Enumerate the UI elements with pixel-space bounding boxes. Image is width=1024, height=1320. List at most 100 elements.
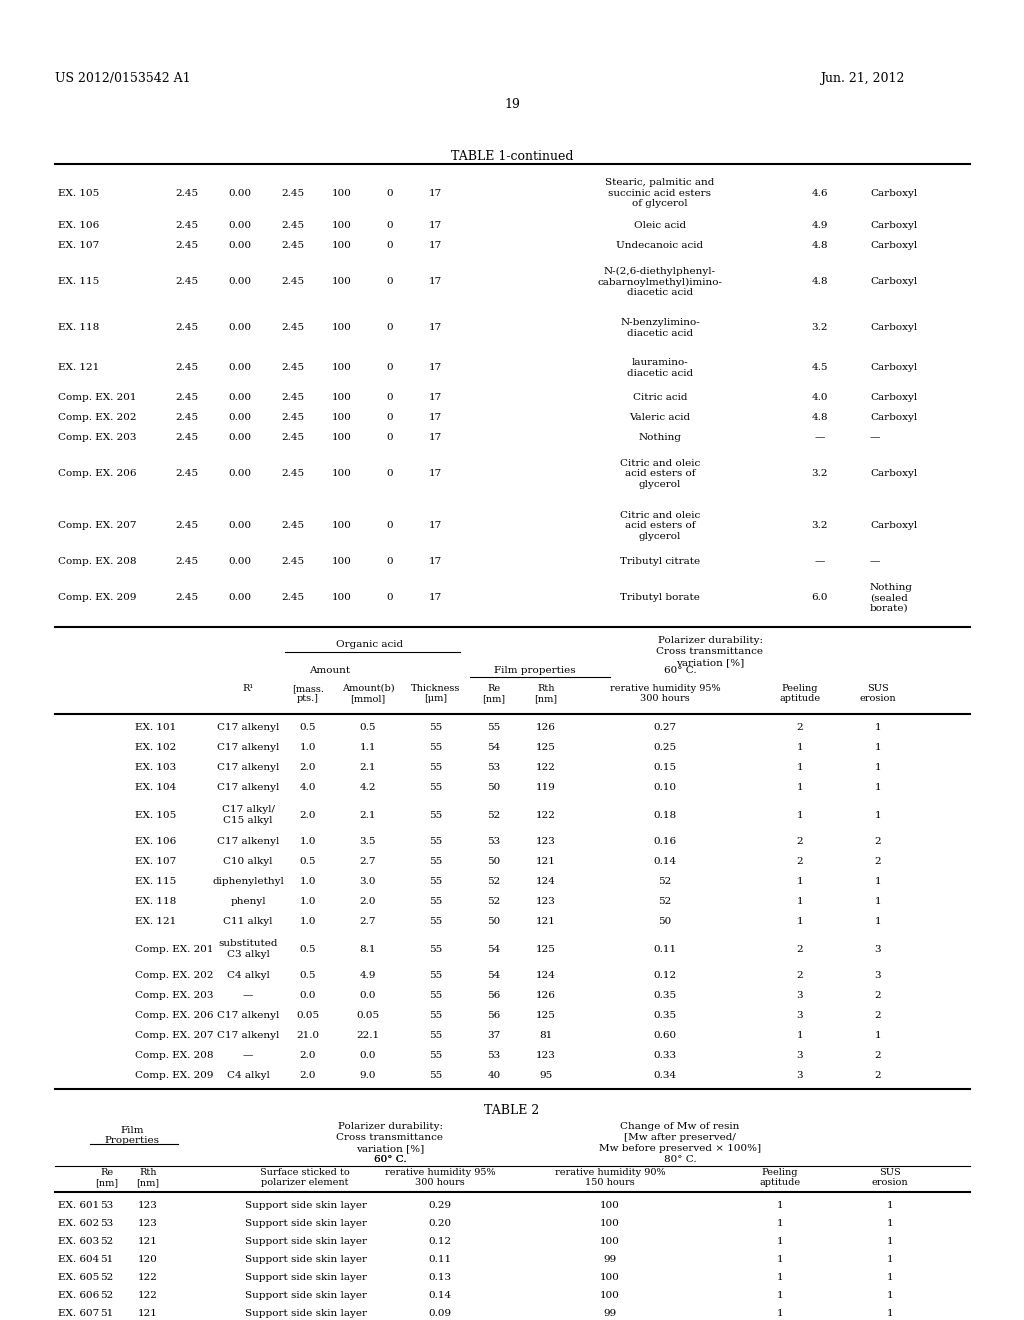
- Text: 2.45: 2.45: [282, 433, 304, 442]
- Text: 2: 2: [797, 837, 803, 846]
- Text: 100: 100: [600, 1200, 620, 1209]
- Text: 0.00: 0.00: [228, 189, 252, 198]
- Text: 0: 0: [387, 433, 393, 442]
- Text: Rth
[nm]: Rth [nm]: [136, 1168, 160, 1188]
- Text: 1: 1: [776, 1291, 783, 1299]
- Text: 2.45: 2.45: [282, 393, 304, 403]
- Text: 56: 56: [487, 1011, 501, 1020]
- Text: 100: 100: [332, 470, 352, 479]
- Text: 2: 2: [797, 972, 803, 981]
- Text: C17 alkenyl: C17 alkenyl: [217, 784, 280, 792]
- Text: 4.6: 4.6: [812, 189, 828, 198]
- Text: 9.0: 9.0: [359, 1072, 376, 1081]
- Text: 2.45: 2.45: [175, 557, 199, 566]
- Text: 0.00: 0.00: [228, 393, 252, 403]
- Text: 2.45: 2.45: [175, 363, 199, 372]
- Text: N-benzylimino-
diacetic acid: N-benzylimino- diacetic acid: [621, 318, 699, 338]
- Text: Carboxyl: Carboxyl: [870, 323, 918, 333]
- Text: EX. 101: EX. 101: [135, 723, 176, 733]
- Text: EX. 601: EX. 601: [58, 1200, 99, 1209]
- Text: 2.45: 2.45: [282, 470, 304, 479]
- Text: 3: 3: [874, 945, 882, 953]
- Text: Support side skin layer: Support side skin layer: [245, 1200, 367, 1209]
- Text: 1: 1: [887, 1237, 893, 1246]
- Text: 4.0: 4.0: [812, 393, 828, 403]
- Text: 0.0: 0.0: [359, 1052, 376, 1060]
- Text: 100: 100: [600, 1218, 620, 1228]
- Text: —: —: [815, 557, 825, 566]
- Text: C17 alkyl/
C15 alkyl: C17 alkyl/ C15 alkyl: [221, 805, 274, 825]
- Text: 53: 53: [487, 837, 501, 846]
- Text: Amount: Amount: [309, 667, 350, 675]
- Text: 50: 50: [658, 917, 672, 927]
- Text: 4.5: 4.5: [812, 363, 828, 372]
- Text: 123: 123: [138, 1218, 158, 1228]
- Text: 100: 100: [600, 1272, 620, 1282]
- Text: C11 alkyl: C11 alkyl: [223, 917, 272, 927]
- Text: 56: 56: [487, 991, 501, 1001]
- Text: EX. 602: EX. 602: [58, 1218, 99, 1228]
- Text: 52: 52: [487, 810, 501, 820]
- Text: 0.29: 0.29: [428, 1200, 452, 1209]
- Text: 2.45: 2.45: [175, 594, 199, 602]
- Text: Comp. EX. 209: Comp. EX. 209: [135, 1072, 213, 1081]
- Text: phenyl: phenyl: [230, 898, 266, 907]
- Text: Support side skin layer: Support side skin layer: [245, 1308, 367, 1317]
- Text: 0: 0: [387, 521, 393, 531]
- Text: 95: 95: [540, 1072, 553, 1081]
- Text: EX. 115: EX. 115: [135, 878, 176, 887]
- Text: 0.60: 0.60: [653, 1031, 677, 1040]
- Text: 1.1: 1.1: [359, 743, 376, 752]
- Text: 0: 0: [387, 222, 393, 231]
- Text: Cross transmittance: Cross transmittance: [337, 1133, 443, 1142]
- Text: 0: 0: [387, 277, 393, 286]
- Text: 55: 55: [429, 917, 442, 927]
- Text: 53: 53: [487, 763, 501, 772]
- Text: Comp. EX. 206: Comp. EX. 206: [58, 470, 136, 479]
- Text: rerative humidity 95%
300 hours: rerative humidity 95% 300 hours: [385, 1168, 496, 1188]
- Text: 55: 55: [429, 1031, 442, 1040]
- Text: 0.18: 0.18: [653, 810, 677, 820]
- Text: 4.0: 4.0: [300, 784, 316, 792]
- Text: 53: 53: [100, 1218, 114, 1228]
- Text: 55: 55: [429, 945, 442, 953]
- Text: EX. 118: EX. 118: [135, 898, 176, 907]
- Text: EX. 104: EX. 104: [135, 784, 176, 792]
- Text: 53: 53: [100, 1200, 114, 1209]
- Text: diphenylethyl: diphenylethyl: [212, 878, 284, 887]
- Text: Comp. EX. 206: Comp. EX. 206: [135, 1011, 213, 1020]
- Text: Comp. EX. 208: Comp. EX. 208: [58, 557, 136, 566]
- Text: 52: 52: [658, 878, 672, 887]
- Text: Comp. EX. 203: Comp. EX. 203: [135, 991, 213, 1001]
- Text: Change of Mw of resin: Change of Mw of resin: [621, 1122, 739, 1131]
- Text: Thickness
[μm]: Thickness [μm]: [412, 684, 461, 704]
- Text: Carboxyl: Carboxyl: [870, 363, 918, 372]
- Text: 81: 81: [540, 1031, 553, 1040]
- Text: Undecanoic acid: Undecanoic acid: [616, 242, 703, 251]
- Text: Cross transmittance: Cross transmittance: [656, 647, 764, 656]
- Text: Carboxyl: Carboxyl: [870, 242, 918, 251]
- Text: 51: 51: [100, 1308, 114, 1317]
- Text: 50: 50: [487, 917, 501, 927]
- Text: 1: 1: [776, 1218, 783, 1228]
- Text: 2: 2: [874, 1072, 882, 1081]
- Text: 122: 122: [138, 1291, 158, 1299]
- Text: 0: 0: [387, 594, 393, 602]
- Text: Comp. EX. 202: Comp. EX. 202: [58, 413, 136, 422]
- Text: 17: 17: [428, 521, 441, 531]
- Text: EX. 118: EX. 118: [58, 323, 99, 333]
- Text: variation [%]: variation [%]: [356, 1144, 424, 1152]
- Text: 2.0: 2.0: [300, 1072, 316, 1081]
- Text: 37: 37: [487, 1031, 501, 1040]
- Text: 0.00: 0.00: [228, 521, 252, 531]
- Text: substituted
C3 alkyl: substituted C3 alkyl: [218, 940, 278, 958]
- Text: 100: 100: [332, 521, 352, 531]
- Text: Support side skin layer: Support side skin layer: [245, 1218, 367, 1228]
- Text: 2.45: 2.45: [282, 189, 304, 198]
- Text: 0.12: 0.12: [653, 972, 677, 981]
- Text: 125: 125: [536, 945, 556, 953]
- Text: EX. 103: EX. 103: [135, 763, 176, 772]
- Text: Tributyl borate: Tributyl borate: [621, 594, 700, 602]
- Text: EX. 105: EX. 105: [135, 810, 176, 820]
- Text: Peeling
aptitude: Peeling aptitude: [760, 1168, 801, 1188]
